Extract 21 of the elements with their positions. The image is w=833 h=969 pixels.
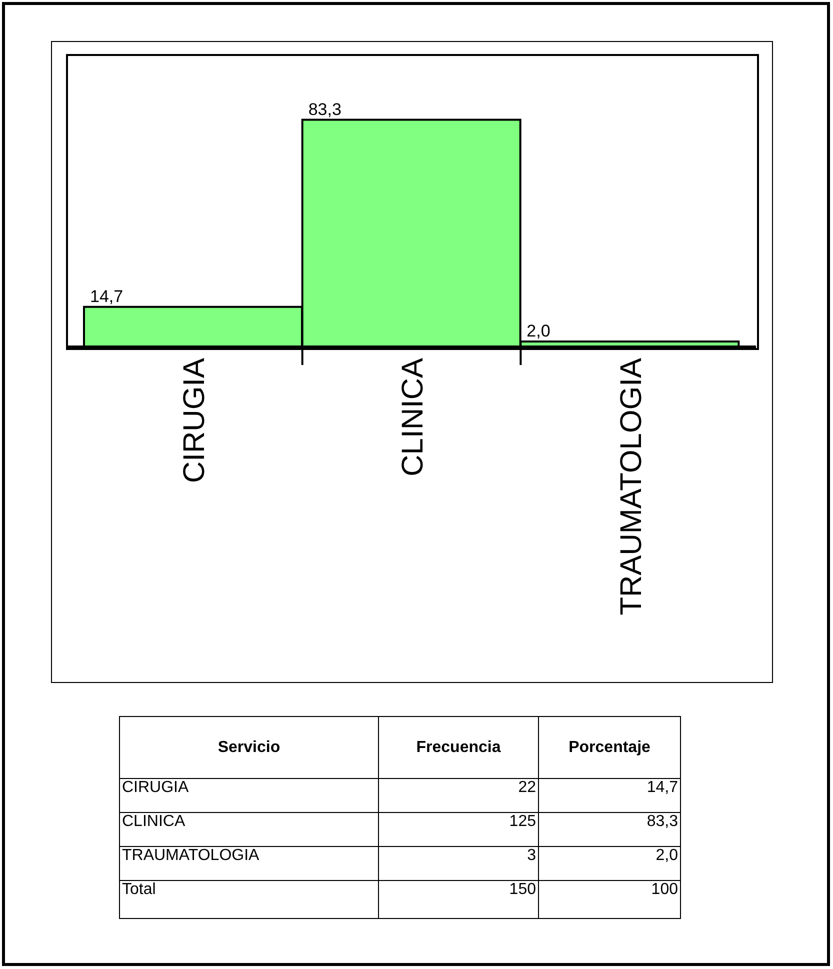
text: 100 [538,880,680,918]
data-label: 83,3 [308,100,342,119]
text: 3 [378,846,538,880]
data-label: 2,0 [526,322,550,341]
text: Porcentaje [538,716,680,778]
data-label: 14,7 [90,286,124,306]
text: 14,7 [538,778,680,812]
text: Servicio [120,716,378,778]
text: CIRUGIA [120,778,378,812]
text: 22 [378,778,538,812]
text: 125 [378,812,538,846]
text: 150 [378,880,538,918]
text: TRAUMATOLOGIA [120,846,378,880]
text: CLINICA [120,812,378,846]
x-tick-label: TRAUMATOLOGIA [614,358,648,616]
text: Total [120,880,378,918]
text: 2,0 [538,846,680,880]
x-tick-label: CLINICA [396,358,430,476]
text: 83,3 [538,812,680,846]
x-tick-label: CIRUGIA [178,358,212,484]
text: Frecuencia [378,716,538,778]
